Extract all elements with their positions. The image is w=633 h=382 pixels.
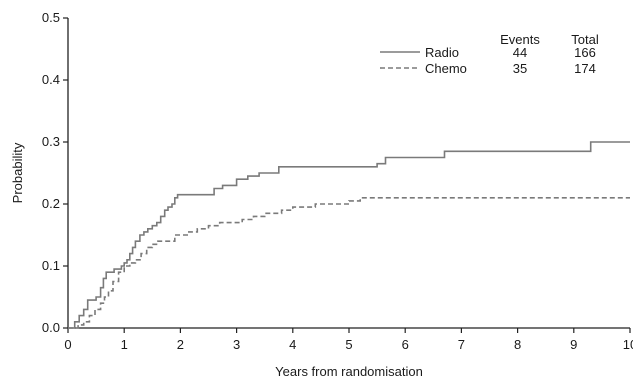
- x-tick-label: 2: [177, 337, 184, 352]
- legend-total-radio: 166: [574, 45, 596, 60]
- legend-total-chemo: 174: [574, 61, 596, 76]
- y-tick-label: 0.1: [42, 258, 60, 273]
- y-tick-label: 0.4: [42, 72, 60, 87]
- x-tick-label: 0: [64, 337, 71, 352]
- x-tick-label: 6: [402, 337, 409, 352]
- legend-header-events: Events: [500, 32, 540, 47]
- x-axis-title: Years from randomisation: [275, 364, 423, 379]
- x-tick-label: 5: [345, 337, 352, 352]
- y-tick-label: 0.2: [42, 196, 60, 211]
- y-tick-label: 0.5: [42, 10, 60, 25]
- y-tick-label: 0.0: [42, 320, 60, 335]
- axes: [67, 18, 630, 329]
- x-tick-label: 9: [570, 337, 577, 352]
- legend: Events Total Radio 44 166 Chemo 35 174: [380, 32, 599, 76]
- x-tick-label: 7: [458, 337, 465, 352]
- x-tick-label: 1: [121, 337, 128, 352]
- legend-header-total: Total: [571, 32, 599, 47]
- x-tick-label: 8: [514, 337, 521, 352]
- x-tick-label: 4: [289, 337, 296, 352]
- series-line-chemo: [68, 197, 630, 329]
- legend-label-radio: Radio: [425, 45, 459, 60]
- ticks: 0.0 0.1 0.2 0.3 0.4 0.5 0 1 2 3 4 5 6 7 8 9 10: [42, 10, 633, 352]
- legend-events-chemo: 35: [513, 61, 527, 76]
- y-tick-label: 0.3: [42, 134, 60, 149]
- legend-events-radio: 44: [513, 45, 527, 60]
- legend-label-chemo: Chemo: [425, 61, 467, 76]
- x-tick-label: 10: [623, 337, 633, 352]
- series-line-radio: [68, 141, 630, 329]
- y-axis-title: Probability: [10, 142, 25, 203]
- x-tick-label: 3: [233, 337, 240, 352]
- series-layer: [68, 141, 630, 329]
